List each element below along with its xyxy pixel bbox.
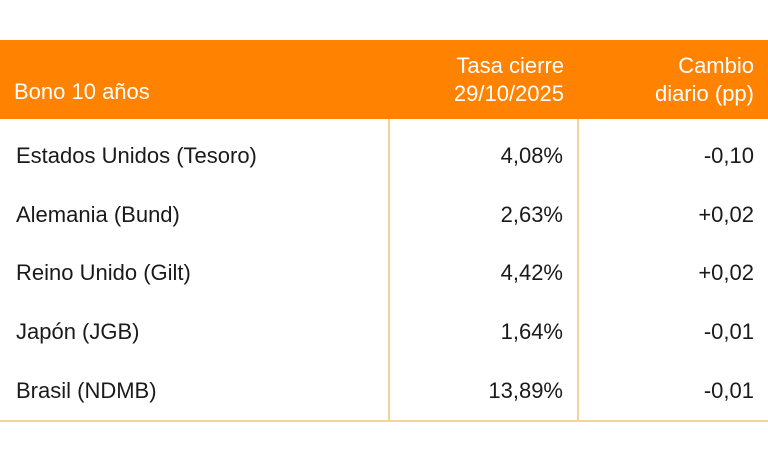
header-row: Bono 10 años Tasa cierre 29/10/2025 Camb…	[0, 40, 768, 119]
header-change-line2: diario (pp)	[654, 80, 754, 106]
daily-change: -0,01	[577, 361, 768, 422]
table-row: Reino Unido (Gilt) 4,42% +0,02	[0, 244, 768, 303]
header-rate-line1: Tasa cierre	[456, 52, 564, 78]
bond-name: Alemania (Bund)	[16, 201, 180, 227]
table-row: Japón (JGB) 1,64% -0,01	[0, 302, 768, 362]
closing-rate: 1,64%	[388, 302, 578, 362]
header-change-line1: Cambio	[678, 52, 754, 78]
closing-rate: 4,42%	[388, 244, 578, 303]
header-bond-label: Bono 10 años	[14, 79, 150, 104]
header-bond: Bono 10 años	[0, 40, 389, 119]
bond-name: Brasil (NDMB)	[0, 361, 389, 422]
table-row: Estados Unidos (Tesoro) 4,08% -0,10	[0, 119, 768, 186]
closing-rate: 4,08%	[388, 119, 578, 186]
bond-name: Reino Unido (Gilt)	[16, 260, 191, 286]
daily-change: +0,02	[577, 244, 768, 303]
table-body: Estados Unidos (Tesoro) 4,08% -0,10 Alem…	[0, 119, 768, 422]
table-header: Bono 10 años Tasa cierre 29/10/2025 Camb…	[0, 40, 768, 119]
daily-change: -0,01	[577, 302, 768, 362]
bond-name: Estados Unidos (Tesoro)	[16, 143, 257, 169]
closing-rate: 13,89%	[388, 361, 578, 422]
header-rate-line2: 29/10/2025	[453, 80, 564, 106]
bond-yields-table-container: Bono 10 años Tasa cierre 29/10/2025 Camb…	[0, 40, 768, 422]
header-change: Cambio diario (pp)	[578, 40, 768, 119]
daily-change: +0,02	[577, 185, 768, 245]
closing-rate: 2,63%	[388, 185, 578, 245]
bond-yields-table: Bono 10 años Tasa cierre 29/10/2025 Camb…	[0, 40, 768, 422]
table-row: Brasil (NDMB) 13,89% -0,01	[0, 361, 768, 422]
daily-change: -0,10	[577, 119, 768, 186]
table-row: Alemania (Bund) 2,63% +0,02	[0, 185, 768, 245]
header-rate: Tasa cierre 29/10/2025	[389, 40, 578, 119]
bond-name: Japón (JGB)	[16, 319, 140, 345]
